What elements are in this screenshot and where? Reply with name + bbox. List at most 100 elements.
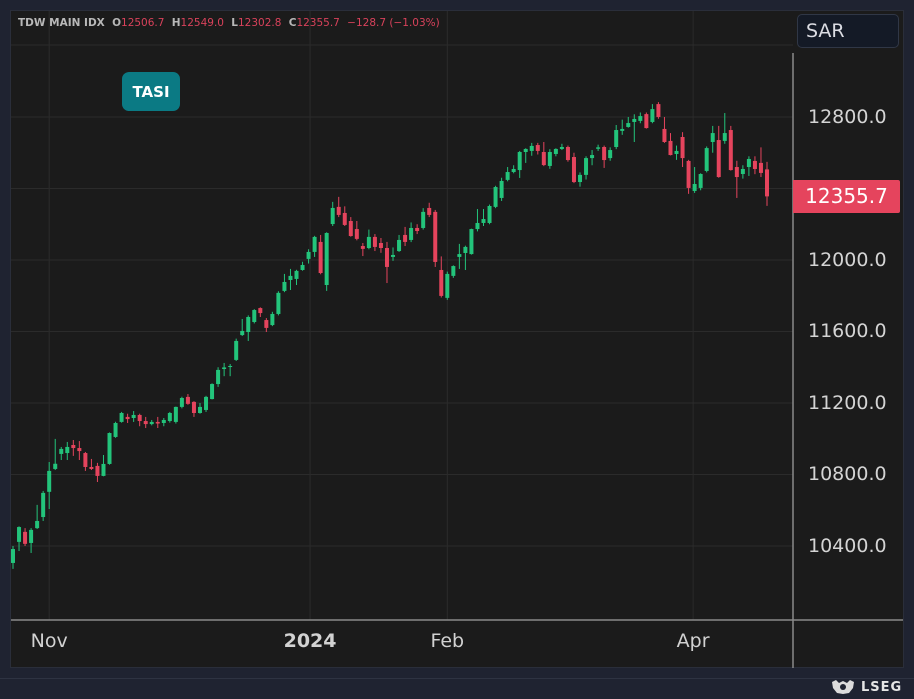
candle-body: [457, 254, 462, 257]
candle-body: [246, 317, 251, 333]
candle-up: [167, 411, 172, 423]
candle-body: [765, 169, 769, 197]
lseg-logo: LSEG: [830, 679, 902, 695]
candle-body: [578, 174, 583, 183]
candle-down: [23, 528, 28, 546]
y-tick-label: 12000.0: [808, 248, 887, 271]
candle-body: [107, 433, 112, 464]
candle-body: [179, 397, 184, 407]
candle-up: [324, 232, 329, 291]
candle-down: [185, 394, 190, 405]
candle-body: [632, 118, 637, 122]
candle-body: [71, 444, 76, 449]
currency-selector[interactable]: SAR: [797, 14, 899, 48]
candle-body: [614, 130, 619, 147]
candle-body: [354, 229, 359, 239]
candle-body: [596, 147, 601, 149]
candle-up: [41, 490, 46, 521]
candle-down: [752, 156, 757, 175]
x-tick-label: Apr: [676, 630, 710, 652]
candle-down: [668, 133, 673, 156]
candle-down: [656, 102, 661, 119]
candle-body: [336, 206, 341, 215]
candle-down: [439, 256, 444, 298]
lseg-brand: LSEG: [861, 679, 903, 695]
candle-body: [686, 160, 691, 188]
candle-up: [451, 265, 456, 278]
candle-up: [210, 383, 215, 400]
candle-body: [704, 148, 709, 171]
candle-down: [602, 145, 607, 168]
candle-body: [421, 211, 426, 228]
candle-down: [336, 196, 341, 218]
candle-up: [740, 165, 745, 179]
candle-body: [161, 419, 166, 424]
candle-down: [680, 132, 685, 168]
candle-body: [547, 152, 552, 166]
candle-body: [505, 172, 510, 180]
candle-body: [167, 412, 172, 422]
candle-body: [360, 246, 365, 249]
candle-body: [131, 414, 136, 419]
candle-body: [403, 234, 408, 242]
candle-body: [433, 211, 438, 262]
candle-body: [47, 470, 52, 492]
candle-body: [222, 367, 227, 370]
candle-body: [608, 150, 613, 159]
candle-body: [83, 453, 88, 467]
candle-up: [240, 318, 245, 336]
candle-body: [258, 308, 263, 314]
candle-up: [101, 455, 106, 477]
candle-up: [559, 143, 564, 151]
candle-up: [469, 228, 474, 255]
candle-body: [517, 152, 522, 171]
candle-body: [378, 242, 383, 248]
candle-up: [481, 209, 486, 227]
candle-up: [282, 273, 287, 293]
candle-body: [638, 116, 643, 121]
candle-body: [620, 128, 625, 131]
candle-up: [107, 432, 112, 465]
candle-down: [415, 224, 420, 235]
candle-up: [288, 268, 293, 291]
candle-body: [523, 148, 528, 153]
y-tick-label: 11600.0: [808, 320, 887, 343]
candle-down: [541, 141, 546, 167]
candle-body: [463, 246, 468, 254]
candle-up: [493, 185, 498, 209]
candle-up: [59, 446, 64, 461]
candle-down: [378, 237, 383, 253]
candle-body: [710, 133, 715, 142]
candle-body: [409, 227, 414, 240]
candle-body: [366, 236, 371, 248]
candle-body: [565, 146, 570, 161]
candle-up: [608, 147, 613, 161]
candle-up: [620, 119, 625, 135]
x-tick-label: Nov: [30, 630, 68, 652]
candle-body: [264, 320, 269, 328]
candle-up: [47, 461, 52, 509]
candle-down: [137, 413, 142, 427]
high-value: 12549.0: [180, 17, 224, 29]
candle-down: [765, 161, 769, 206]
candle-down: [535, 142, 540, 155]
open-label: O: [112, 17, 122, 29]
candle-down: [372, 234, 377, 252]
high-label: H: [171, 17, 181, 29]
tasi-badge[interactable]: TASI: [122, 72, 180, 111]
candle-body: [65, 446, 70, 454]
candle-up: [710, 125, 715, 153]
candle-up: [487, 204, 492, 225]
candle-down: [427, 202, 432, 218]
candle-body: [276, 292, 281, 314]
candle-down: [342, 206, 347, 227]
candle-body: [125, 416, 130, 420]
candle-body: [155, 421, 160, 424]
candle-body: [384, 247, 389, 267]
candle-body: [668, 140, 673, 156]
candle-body: [282, 281, 287, 291]
candle-up: [294, 269, 299, 286]
candle-body: [427, 207, 432, 215]
candle-body: [11, 549, 15, 563]
